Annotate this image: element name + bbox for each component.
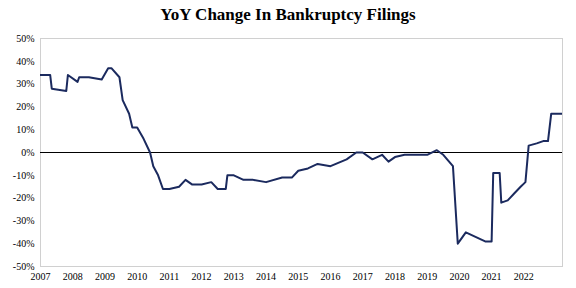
svg-text:10%: 10% — [16, 124, 34, 135]
svg-text:50%: 50% — [16, 33, 34, 44]
svg-text:-40%: -40% — [13, 238, 35, 249]
svg-text:20%: 20% — [16, 101, 34, 112]
svg-text:2019: 2019 — [417, 271, 437, 282]
svg-text:2010: 2010 — [127, 271, 147, 282]
svg-text:2013: 2013 — [224, 271, 244, 282]
svg-text:-20%: -20% — [13, 192, 35, 203]
svg-text:2016: 2016 — [321, 271, 341, 282]
svg-text:2017: 2017 — [353, 271, 373, 282]
svg-text:2012: 2012 — [192, 271, 212, 282]
html-text:YoY Change In Bankruptcy Filin: YoY Change In Bankruptcy Filings — [160, 5, 416, 24]
svg-text:2009: 2009 — [95, 271, 115, 282]
svg-text:2014: 2014 — [256, 271, 276, 282]
svg-text:-30%: -30% — [13, 215, 35, 226]
svg-text:0%: 0% — [21, 147, 34, 158]
svg-text:2020: 2020 — [449, 271, 469, 282]
svg-text:2021: 2021 — [482, 271, 502, 282]
svg-text:2018: 2018 — [385, 271, 405, 282]
svg-text:30%: 30% — [16, 78, 34, 89]
svg-text:2022: 2022 — [514, 271, 534, 282]
svg-text:-50%: -50% — [12, 260, 35, 272]
svg-text:2007: 2007 — [31, 271, 51, 282]
svg-text:-10%: -10% — [13, 170, 35, 181]
svg-text:40%: 40% — [16, 56, 34, 67]
svg-text:2015: 2015 — [288, 271, 308, 282]
svg-text:2011: 2011 — [160, 271, 180, 282]
svg-text:2008: 2008 — [63, 271, 83, 282]
